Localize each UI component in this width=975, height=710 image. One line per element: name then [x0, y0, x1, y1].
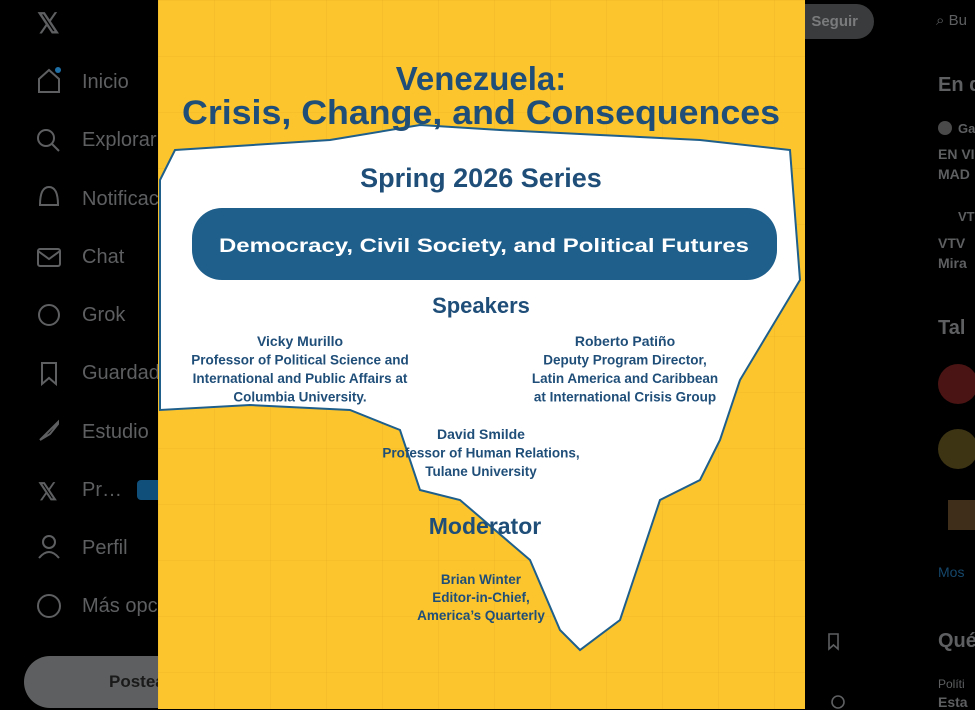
- nav-item[interactable]: Perfil: [82, 537, 128, 559]
- bookmark-action[interactable]: [828, 633, 839, 651]
- speaker-role: Professor of Human Relations,: [382, 446, 579, 461]
- show-more[interactable]: Mos: [938, 564, 965, 580]
- speaker-name: Vicky Murillo: [257, 333, 343, 349]
- trend-title[interactable]: Esta: [938, 694, 968, 710]
- source: VT: [958, 209, 975, 224]
- icon-more: [37, 594, 61, 618]
- speakers-heading: Speakers: [432, 293, 530, 318]
- nav-item[interactable]: Chat: [82, 246, 125, 268]
- moderator-role: America’s Quarterly: [417, 608, 545, 623]
- moderator-heading: Moderator: [429, 513, 542, 539]
- poster-banner-text: Democracy, Civil Society, and Political …: [219, 236, 749, 257]
- icon-home: [38, 68, 60, 93]
- icon-search: [37, 129, 55, 147]
- nav-item[interactable]: Inicio: [82, 71, 129, 93]
- moderator-name: Brian Winter: [441, 572, 522, 587]
- source: Ga: [958, 121, 975, 136]
- post-actions: [828, 633, 845, 709]
- nav-item[interactable]: Explorar: [82, 129, 157, 151]
- poster-title: Venezuela:: [396, 60, 567, 97]
- icon-grok: [38, 304, 60, 326]
- notification-dot: [55, 67, 61, 73]
- logo[interactable]: 𝕏: [37, 8, 60, 39]
- category: Políti: [938, 677, 965, 691]
- reply-action[interactable]: [831, 695, 845, 709]
- speaker-role: Tulane University: [425, 464, 537, 479]
- speaker-role: Latin America and Caribbean: [532, 371, 718, 386]
- speaker-name: David Smilde: [437, 426, 525, 442]
- avatar: [948, 500, 975, 530]
- nav-icons: 𝕏 𝕏: [37, 8, 61, 618]
- headline-line[interactable]: EN VI: [938, 146, 975, 162]
- icon-profile: [42, 535, 56, 549]
- icon-studio: [39, 419, 59, 441]
- icon-bell: [38, 185, 60, 206]
- poster-series: Spring 2026 Series: [360, 163, 602, 193]
- avatar: [938, 429, 975, 469]
- speaker-role: at International Crisis Group: [534, 390, 716, 405]
- speaker-name: Roberto Patiño: [575, 333, 675, 349]
- poster-image: Venezuela: Crisis, Change, and Consequen…: [158, 0, 805, 709]
- headline-line[interactable]: MAD: [938, 166, 970, 182]
- headline-line[interactable]: VTV: [938, 235, 966, 251]
- moderator-role: Editor-in-Chief,: [432, 590, 530, 605]
- icon-premium: 𝕏: [38, 479, 57, 506]
- poster-banner: [192, 208, 777, 280]
- avatar: [938, 121, 952, 135]
- poster-subtitle: Crisis, Change, and Consequences: [182, 94, 780, 132]
- speaker-role: Deputy Program Director,: [543, 353, 707, 368]
- section-heading: Tal: [938, 317, 966, 339]
- icon-bookmark: [41, 362, 57, 387]
- section-heading: En d: [938, 74, 975, 96]
- nav-item[interactable]: Pr…: [82, 479, 122, 501]
- section-heading: Qué: [938, 630, 975, 652]
- headline-line[interactable]: Mira: [938, 255, 967, 271]
- speaker-role: Professor of Political Science and: [191, 353, 409, 368]
- speaker-role: Columbia University.: [233, 390, 366, 405]
- nav-item[interactable]: Estudio: [82, 421, 149, 443]
- nav-item[interactable]: Guardados: [82, 362, 181, 384]
- search-box[interactable]: ⌕ Bu: [936, 12, 967, 29]
- icon-mail: [37, 248, 61, 267]
- avatar: [938, 364, 975, 404]
- speaker-role: International and Public Affairs at: [193, 371, 408, 386]
- nav-item[interactable]: Grok: [82, 304, 126, 326]
- search-placeholder: Bu: [948, 12, 967, 29]
